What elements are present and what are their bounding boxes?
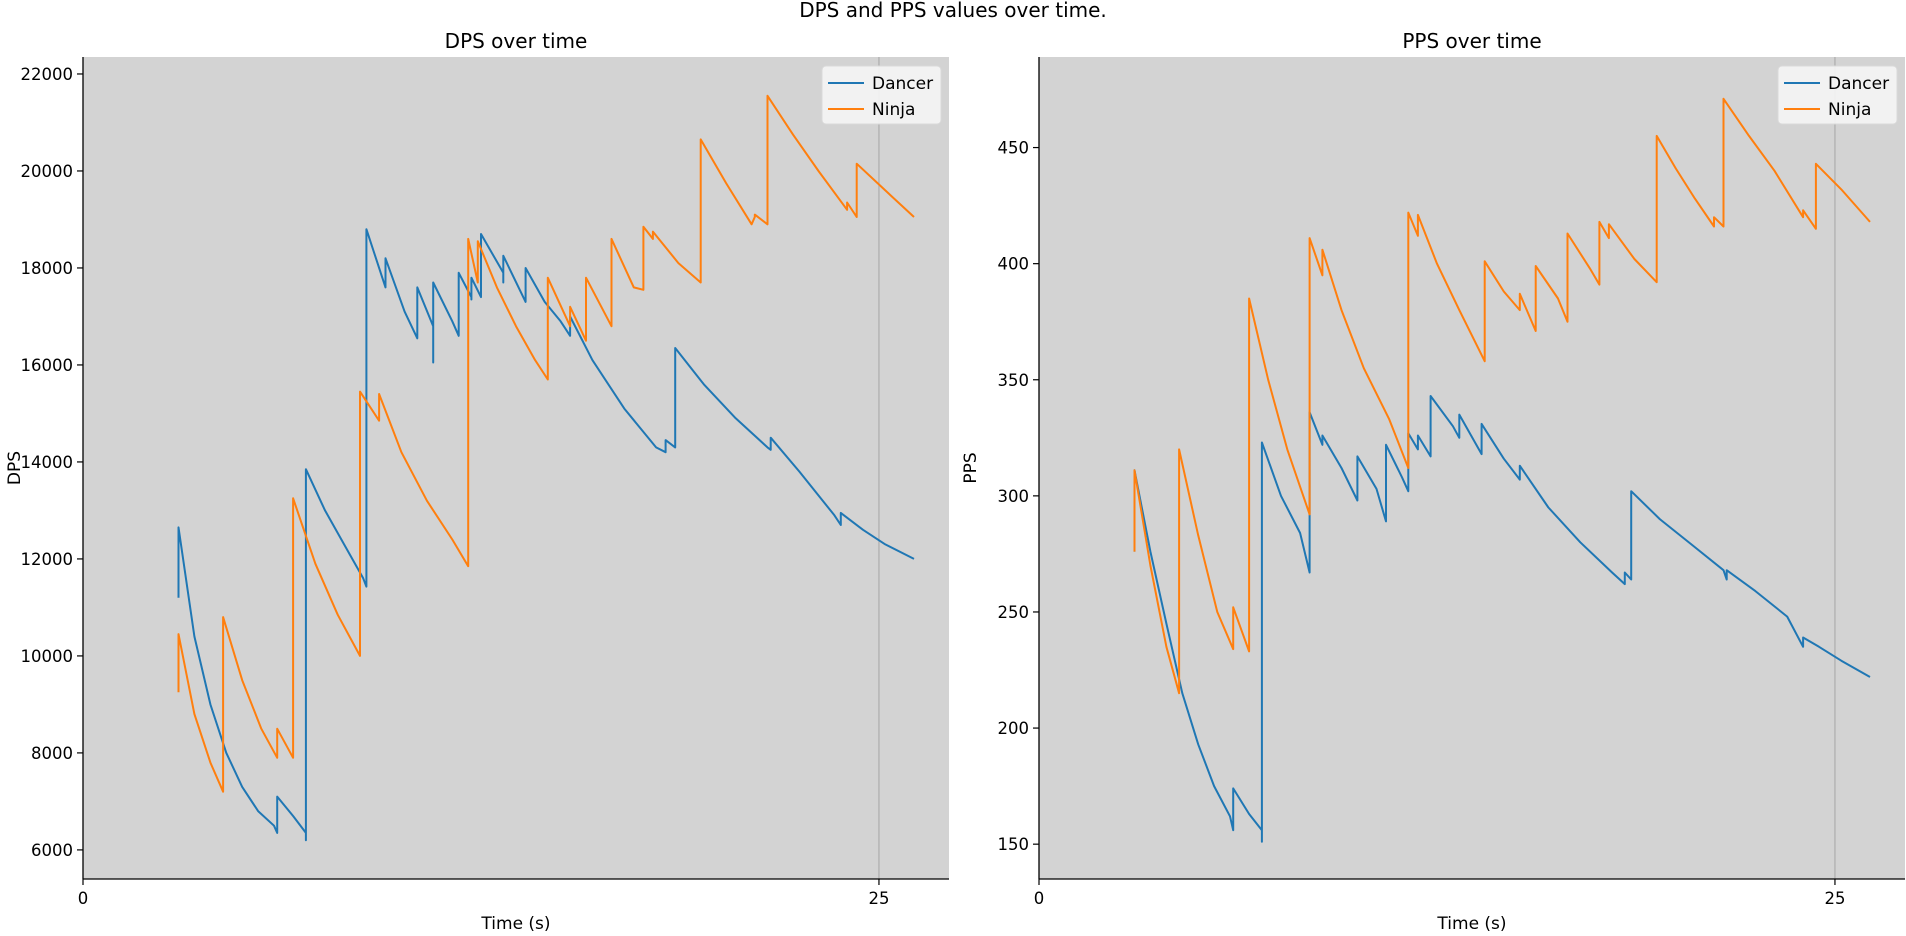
pps-y-tick-label: 350 [998, 371, 1030, 390]
dps-y-tick-label: 14000 [21, 453, 74, 472]
pps-x-tick-label: 25 [1824, 889, 1845, 908]
dps-series-dancer-line [177, 228, 915, 842]
dps-chart-title: DPS over time [445, 29, 588, 53]
pps-legend-label-ninja: Ninja [1828, 100, 1871, 120]
dps-y-tick-label: 10000 [21, 647, 74, 666]
dps-series-ninja-line [177, 94, 915, 793]
dps-y-tick-label: 8000 [31, 744, 73, 763]
dps-y-tick-label: 20000 [21, 162, 74, 181]
dps-legend-label-ninja: Ninja [872, 100, 915, 120]
pps-x-ticks: 0 25 [1034, 879, 1845, 908]
dps-x-ticks: 0 25 [78, 879, 889, 908]
pps-y-tick-label: 400 [998, 255, 1030, 274]
dps-series-lines [177, 94, 915, 842]
dps-legend: Dancer Ninja [821, 65, 942, 125]
pps-y-tick-label: 300 [998, 487, 1030, 506]
dps-x-axis-label: Time (s) [480, 914, 550, 934]
figure-title: DPS and PPS values over time. [799, 0, 1107, 22]
pps-y-tick-label: 150 [998, 835, 1030, 854]
pps-x-axis-label: Time (s) [1436, 914, 1506, 934]
pps-chart-title: PPS over time [1402, 29, 1541, 53]
pps-series-dancer-line [1133, 395, 1871, 843]
pps-y-tick-label: 450 [998, 139, 1030, 158]
dps-y-tick-label: 6000 [31, 841, 73, 860]
dps-x-tick-label: 25 [868, 889, 889, 908]
dps-legend-label-dancer: Dancer [872, 74, 933, 94]
dps-plot-area [83, 57, 949, 879]
dps-chart-panel: 6000 8000 10000 12000 14000 16000 18000 20000 22… [5, 29, 949, 934]
dps-y-tick-label: 16000 [21, 356, 74, 375]
dps-y-tick-label: 18000 [21, 259, 74, 278]
dps-x-tick-label: 0 [78, 889, 89, 908]
pps-x-tick-label: 0 [1034, 889, 1045, 908]
pps-y-ticks: 150 200 250 300 350 400 450 [998, 139, 1039, 854]
pps-series-lines [1133, 97, 1871, 843]
dps-y-tick-label: 12000 [21, 550, 74, 569]
pps-legend-label-dancer: Dancer [1828, 74, 1889, 94]
pps-legend: Dancer Ninja [1777, 65, 1898, 125]
dps-y-tick-label: 22000 [21, 65, 74, 84]
pps-series-ninja-line [1133, 97, 1871, 695]
pps-y-tick-label: 200 [998, 719, 1030, 738]
dps-y-axis-label: DPS [5, 451, 25, 485]
pps-plot-area [1039, 57, 1905, 879]
dps-y-ticks: 6000 8000 10000 12000 14000 16000 18000 20000 22… [21, 65, 83, 860]
pps-y-tick-label: 250 [998, 603, 1030, 622]
pps-y-axis-label: PPS [961, 452, 981, 483]
